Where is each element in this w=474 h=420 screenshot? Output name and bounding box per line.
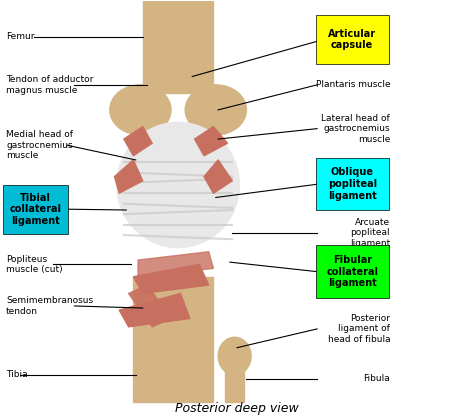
- Text: Tibia: Tibia: [6, 370, 27, 379]
- Ellipse shape: [218, 337, 251, 375]
- Text: Posterior
ligament of
head of fibula: Posterior ligament of head of fibula: [328, 314, 390, 344]
- Polygon shape: [128, 285, 171, 327]
- Polygon shape: [119, 294, 190, 327]
- Text: Femur: Femur: [6, 32, 35, 41]
- Polygon shape: [138, 252, 213, 277]
- Text: Plantaris muscle: Plantaris muscle: [316, 80, 390, 89]
- Text: Oblique
popliteal
ligament: Oblique popliteal ligament: [328, 167, 377, 200]
- FancyBboxPatch shape: [316, 15, 389, 64]
- Text: Tibial
collateral
ligament: Tibial collateral ligament: [9, 192, 61, 226]
- Ellipse shape: [110, 85, 171, 135]
- Ellipse shape: [185, 85, 246, 135]
- Text: Articular
capsule: Articular capsule: [328, 29, 376, 50]
- Text: Medial head of
gastrocnemius
muscle: Medial head of gastrocnemius muscle: [6, 131, 73, 160]
- Text: Posterior deep view: Posterior deep view: [175, 402, 299, 415]
- Polygon shape: [204, 160, 232, 193]
- FancyBboxPatch shape: [3, 184, 68, 234]
- Text: Semimembranosus
tendon: Semimembranosus tendon: [6, 296, 93, 316]
- Text: Arcuate
popliteal
ligament: Arcuate popliteal ligament: [350, 218, 390, 248]
- FancyBboxPatch shape: [316, 158, 389, 210]
- Bar: [143, 1, 213, 93]
- Text: Fibular
collateral
ligament: Fibular collateral ligament: [326, 255, 378, 288]
- Text: Popliteus
muscle (cut): Popliteus muscle (cut): [6, 255, 63, 274]
- Polygon shape: [195, 126, 228, 156]
- Text: Lateral head of
gastrocnemius
muscle: Lateral head of gastrocnemius muscle: [321, 114, 390, 144]
- FancyBboxPatch shape: [316, 245, 389, 298]
- Polygon shape: [133, 264, 209, 294]
- Polygon shape: [115, 160, 143, 193]
- Bar: [225, 352, 244, 402]
- Bar: [133, 277, 213, 402]
- Text: Tendon of adductor
magnus muscle: Tendon of adductor magnus muscle: [6, 75, 93, 94]
- Text: Fibula: Fibula: [364, 375, 390, 383]
- Ellipse shape: [117, 122, 239, 247]
- Polygon shape: [124, 126, 152, 156]
